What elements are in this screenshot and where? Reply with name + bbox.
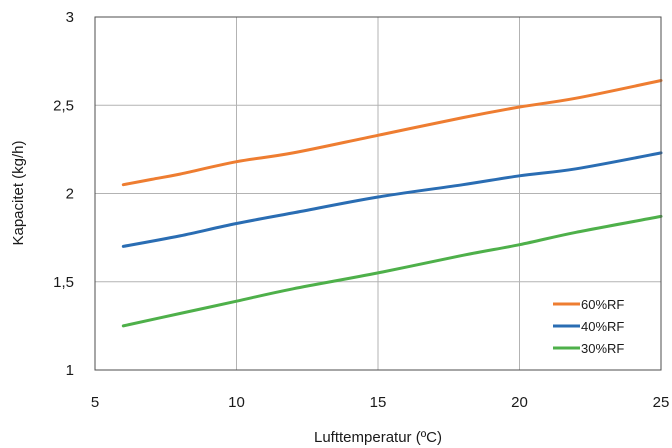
series-line-60rf [121,79,663,187]
series-lines [121,79,663,328]
x-tick-label: 25 [653,394,670,411]
y-tick-label: 2,5 [53,97,74,114]
x-axis-title: Lufttemperatur (ºC) [314,429,442,446]
y-tick-label: 1 [66,362,74,379]
y-tick-label: 1,5 [53,274,74,291]
legend-label: 40%RF [581,319,624,334]
series-line-40rf [121,151,663,248]
legend-label: 30%RF [581,341,624,356]
plot-area-frame [94,16,662,371]
y-tick-label: 3 [66,9,74,26]
x-tick-label: 5 [91,394,99,411]
y-axis-ticks: 1 1,5 2 2,5 3 [53,9,74,379]
x-axis-ticks: 5 10 15 20 25 [91,394,670,411]
x-tick-label: 20 [511,394,528,411]
x-tick-label: 15 [370,394,387,411]
grid [94,16,662,371]
y-tick-label: 2 [66,186,74,203]
series-line-30rf [121,214,663,328]
y-axis-title: Kapacitet (kg/h) [10,140,27,245]
legend: 60%RF 40%RF 30%RF [553,297,624,356]
legend-label: 60%RF [581,297,624,312]
x-tick-label: 10 [228,394,245,411]
